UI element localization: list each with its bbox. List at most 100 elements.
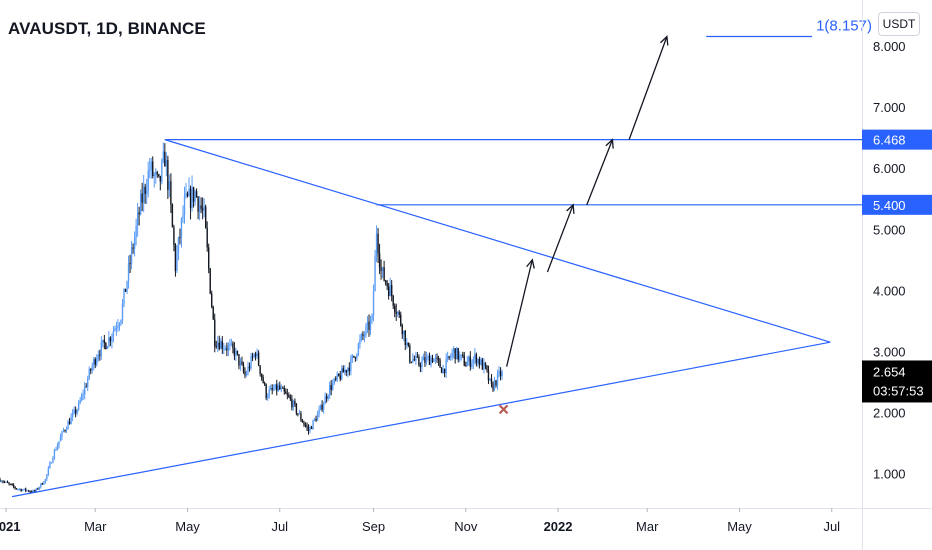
- candle-body: [58, 441, 60, 446]
- candle-body: [49, 462, 51, 468]
- candle-body: [52, 457, 54, 463]
- x-tick-label: Jul: [271, 519, 288, 534]
- candle-body: [478, 359, 481, 365]
- candle-body: [87, 378, 89, 387]
- candle-body: [31, 491, 33, 493]
- candle-body: [442, 368, 444, 373]
- candle-body: [469, 356, 472, 367]
- candle-body: [165, 159, 168, 167]
- candle-body: [351, 355, 354, 359]
- candle-body: [67, 421, 69, 430]
- candle-body: [266, 396, 269, 398]
- candle-body: [191, 187, 193, 209]
- candle-body: [307, 427, 310, 431]
- candle-body: [215, 346, 217, 348]
- candle-body: [381, 267, 384, 272]
- candle-body: [233, 347, 236, 356]
- candle-body: [244, 371, 246, 376]
- candle-body: [280, 387, 282, 390]
- candle-body: [492, 384, 494, 390]
- candle-body: [149, 169, 151, 171]
- arrow-head: [526, 258, 535, 269]
- candle-body: [130, 247, 133, 264]
- candle-body: [247, 366, 249, 374]
- candle-body: [480, 359, 482, 365]
- candle-body: [106, 346, 109, 350]
- price-level-tag: [862, 129, 932, 150]
- candle-body: [12, 484, 15, 487]
- candle-body: [294, 400, 296, 405]
- candle-body: [348, 367, 351, 372]
- projection-arrow: [586, 139, 614, 206]
- candle-body: [90, 369, 92, 371]
- candle-body: [182, 214, 184, 219]
- candle-body: [94, 359, 96, 365]
- candle-body: [192, 187, 195, 202]
- candle-body: [256, 352, 258, 357]
- currency-button[interactable]: USDT: [878, 12, 920, 36]
- candle-body: [369, 320, 372, 330]
- candle-body: [28, 490, 30, 492]
- candle-body: [100, 342, 103, 356]
- candle-body: [463, 355, 465, 366]
- candle-body: [185, 193, 187, 197]
- y-tick-label: 3.000: [873, 344, 906, 359]
- candle-body: [427, 356, 429, 358]
- candle-body: [304, 424, 307, 426]
- candle-body: [268, 389, 270, 397]
- candle-body: [136, 212, 139, 226]
- candle-body: [436, 357, 438, 359]
- candle-body: [29, 491, 31, 493]
- candle-body: [133, 237, 136, 249]
- candle-body: [434, 357, 437, 359]
- candle-body: [265, 384, 267, 398]
- candle-body: [0, 481, 3, 483]
- candle-body: [433, 358, 435, 362]
- candle-body: [415, 356, 417, 361]
- candle-body: [46, 474, 48, 480]
- candle-body: [188, 188, 190, 197]
- candle-body: [345, 370, 348, 373]
- candle-body: [325, 396, 328, 399]
- candle-body: [407, 342, 410, 346]
- candle-body: [289, 396, 292, 399]
- candle-body: [14, 486, 16, 489]
- candle-body: [194, 191, 196, 202]
- candle-body: [201, 208, 204, 211]
- candle-body: [174, 245, 177, 271]
- candle-body: [53, 450, 56, 458]
- candle-body: [82, 394, 84, 396]
- candle-body: [126, 281, 128, 292]
- candle-body: [9, 483, 12, 485]
- candle-body: [262, 377, 264, 383]
- candle-body: [362, 334, 364, 336]
- candle-body: [322, 404, 325, 410]
- candle-body: [112, 331, 115, 337]
- upper-trendline: [164, 139, 831, 343]
- candle-body: [223, 348, 225, 350]
- candle-body: [276, 384, 278, 391]
- candle-body: [189, 188, 192, 209]
- candle-body: [173, 227, 175, 246]
- candle-body: [318, 409, 320, 414]
- candle-body: [20, 489, 22, 491]
- x-tick-label: 2021: [0, 519, 21, 534]
- y-tick-label: 5.000: [873, 222, 906, 237]
- candle-body: [298, 413, 301, 415]
- candle-body: [144, 186, 146, 194]
- candle-body: [259, 365, 261, 374]
- candle-body: [394, 305, 396, 312]
- y-tick-label: 8.000: [873, 39, 906, 54]
- candle-body: [269, 388, 272, 390]
- candle-body: [363, 335, 366, 337]
- candles-layer: [0, 142, 503, 494]
- price-level-label: 5.400: [873, 198, 906, 213]
- candle-body: [25, 488, 27, 491]
- candle-body: [0, 479, 1, 482]
- candle-body: [74, 409, 77, 414]
- candle-body: [171, 204, 174, 228]
- candle-body: [248, 366, 251, 369]
- candle-body: [230, 343, 233, 345]
- candle-body: [254, 353, 257, 357]
